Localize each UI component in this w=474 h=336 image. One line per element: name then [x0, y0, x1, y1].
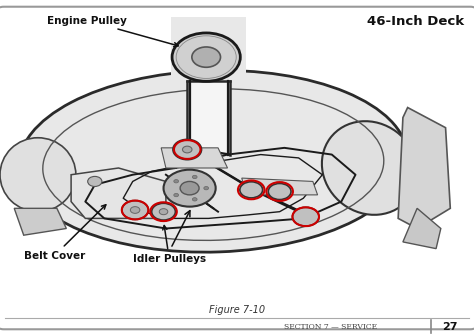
Circle shape: [240, 182, 263, 198]
Text: Figure 7-10: Figure 7-10: [209, 305, 265, 315]
FancyBboxPatch shape: [171, 17, 246, 118]
Bar: [187, 81, 230, 155]
Ellipse shape: [19, 71, 408, 252]
Circle shape: [122, 201, 148, 219]
Circle shape: [268, 183, 291, 200]
Text: Idler Pulleys: Idler Pulleys: [133, 225, 206, 264]
Circle shape: [172, 33, 240, 81]
Ellipse shape: [0, 138, 76, 212]
Circle shape: [164, 170, 216, 207]
FancyBboxPatch shape: [0, 7, 474, 329]
Circle shape: [159, 209, 168, 215]
Polygon shape: [403, 208, 441, 249]
Circle shape: [88, 176, 102, 186]
Circle shape: [192, 175, 197, 179]
Circle shape: [182, 146, 192, 153]
Circle shape: [192, 198, 197, 201]
Text: Engine Pulley: Engine Pulley: [47, 15, 178, 47]
Circle shape: [192, 47, 220, 67]
Circle shape: [152, 203, 175, 220]
Polygon shape: [161, 148, 228, 168]
Text: 27: 27: [443, 322, 458, 332]
Circle shape: [173, 139, 201, 160]
Text: 46-Inch Deck: 46-Inch Deck: [367, 15, 465, 28]
Circle shape: [204, 186, 209, 190]
Ellipse shape: [322, 121, 418, 215]
Polygon shape: [71, 168, 166, 218]
Circle shape: [180, 181, 199, 195]
Polygon shape: [14, 208, 66, 235]
Circle shape: [130, 207, 140, 213]
Polygon shape: [242, 178, 318, 195]
Text: Belt Cover: Belt Cover: [24, 205, 106, 261]
Polygon shape: [398, 108, 450, 228]
Circle shape: [174, 194, 179, 197]
Text: SECTION 7 — SERVICE: SECTION 7 — SERVICE: [284, 323, 377, 331]
Circle shape: [174, 179, 179, 183]
Circle shape: [292, 207, 319, 226]
